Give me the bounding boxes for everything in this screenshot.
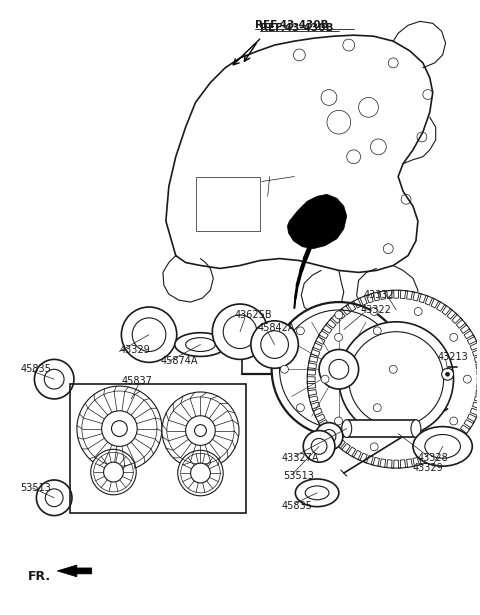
Text: 43322: 43322 (360, 305, 392, 315)
Bar (195, 177, 260, 231)
Circle shape (389, 365, 397, 373)
Ellipse shape (44, 369, 64, 389)
Ellipse shape (295, 479, 339, 507)
Circle shape (306, 289, 480, 469)
Circle shape (297, 404, 304, 411)
Ellipse shape (305, 486, 329, 500)
Text: 43327A: 43327A (281, 453, 319, 463)
Ellipse shape (36, 480, 72, 515)
Circle shape (335, 311, 343, 319)
Circle shape (335, 333, 343, 341)
Text: 45835: 45835 (21, 364, 51, 375)
Ellipse shape (223, 315, 257, 349)
Circle shape (321, 375, 329, 383)
Ellipse shape (411, 419, 421, 437)
Bar (347, 419, 416, 437)
Text: 43329: 43329 (120, 344, 150, 354)
Polygon shape (288, 194, 347, 248)
Ellipse shape (315, 423, 343, 450)
Text: 43625B: 43625B (235, 310, 273, 320)
Text: 53513: 53513 (21, 483, 51, 493)
Text: 45837: 45837 (121, 376, 152, 386)
Ellipse shape (175, 333, 226, 357)
Text: 53513: 53513 (284, 471, 314, 481)
Ellipse shape (342, 419, 352, 437)
Text: FR.: FR. (27, 570, 50, 584)
Text: 43329: 43329 (413, 463, 444, 473)
Text: REF.43-430B: REF.43-430B (260, 23, 333, 33)
Circle shape (329, 359, 349, 379)
Circle shape (111, 421, 127, 437)
Circle shape (373, 404, 381, 411)
Ellipse shape (212, 304, 268, 359)
Circle shape (373, 327, 381, 335)
Text: 43328: 43328 (418, 453, 449, 463)
Circle shape (194, 424, 206, 437)
Circle shape (349, 331, 444, 427)
Circle shape (414, 308, 422, 315)
Circle shape (463, 375, 471, 383)
Circle shape (319, 349, 359, 389)
Circle shape (280, 365, 288, 373)
Circle shape (104, 462, 123, 482)
Circle shape (450, 333, 458, 341)
Circle shape (414, 443, 422, 451)
Circle shape (370, 443, 378, 451)
Circle shape (297, 327, 304, 335)
Ellipse shape (121, 307, 177, 362)
Circle shape (335, 419, 343, 427)
Ellipse shape (132, 318, 166, 352)
Ellipse shape (35, 359, 74, 399)
Ellipse shape (322, 429, 336, 443)
Circle shape (162, 392, 239, 469)
Text: 45835: 45835 (281, 501, 312, 510)
Circle shape (335, 417, 343, 425)
Circle shape (370, 308, 378, 315)
Ellipse shape (251, 321, 298, 368)
Circle shape (442, 368, 454, 380)
Circle shape (191, 463, 210, 483)
Circle shape (272, 302, 406, 437)
Text: 45842A: 45842A (258, 323, 295, 333)
Circle shape (186, 416, 216, 445)
Ellipse shape (311, 438, 327, 454)
Text: 45874A: 45874A (161, 356, 198, 367)
Ellipse shape (425, 435, 460, 458)
Circle shape (178, 450, 223, 496)
Text: REF.43-430B: REF.43-430B (255, 20, 328, 30)
Circle shape (77, 386, 162, 471)
Polygon shape (57, 565, 92, 577)
Circle shape (445, 372, 450, 376)
Circle shape (450, 417, 458, 425)
Ellipse shape (261, 331, 288, 359)
Circle shape (102, 411, 137, 446)
Bar (70, 384, 246, 512)
Ellipse shape (45, 489, 63, 507)
Circle shape (339, 322, 454, 437)
Text: 43332: 43332 (363, 290, 394, 300)
Ellipse shape (186, 338, 216, 352)
Ellipse shape (303, 430, 335, 462)
Text: 43213: 43213 (438, 352, 468, 362)
Circle shape (91, 450, 136, 495)
Ellipse shape (413, 427, 472, 466)
